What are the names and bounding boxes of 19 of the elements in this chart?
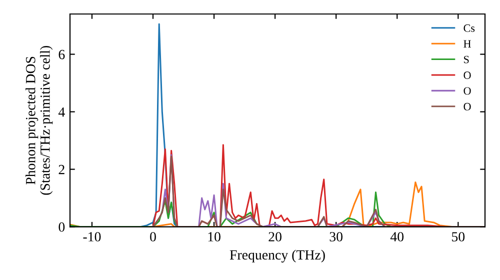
x-axis-title: Frequency (THz) bbox=[230, 250, 325, 262]
y-tick-label: 4 bbox=[58, 107, 65, 117]
legend-label: S bbox=[464, 56, 469, 64]
x-tick-label: -10 bbox=[83, 232, 101, 242]
x-tick-label: 0 bbox=[150, 232, 156, 242]
y-tick-label: 2 bbox=[58, 164, 64, 174]
y-tick-label: 0 bbox=[58, 222, 65, 232]
legend-label: O bbox=[464, 102, 471, 110]
x-tick-label: 50 bbox=[452, 232, 465, 242]
y-axis-title: Phonon projected DOS (States/THz·primitive cell) bbox=[26, 46, 53, 195]
legend-label: H bbox=[464, 40, 471, 48]
legend-label: Cs bbox=[464, 24, 475, 32]
x-tick-label: 20 bbox=[268, 232, 282, 242]
x-tick-label: 40 bbox=[390, 232, 404, 242]
legend-label: O bbox=[464, 87, 471, 95]
x-tick-label: 10 bbox=[208, 232, 220, 242]
x-tick-label: 30 bbox=[330, 232, 343, 242]
y-tick-label: 6 bbox=[58, 50, 65, 60]
legend-label: O bbox=[464, 72, 471, 79]
